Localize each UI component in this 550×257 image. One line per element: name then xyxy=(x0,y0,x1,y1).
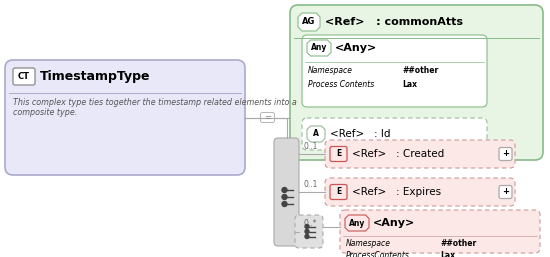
Text: <Any>: <Any> xyxy=(335,43,377,53)
Circle shape xyxy=(305,225,309,228)
Text: ProcessContents: ProcessContents xyxy=(346,251,410,257)
Text: +: + xyxy=(502,188,509,197)
Text: 0..1: 0..1 xyxy=(303,142,317,151)
Text: E: E xyxy=(336,188,341,197)
FancyBboxPatch shape xyxy=(340,210,540,253)
Text: Namespace: Namespace xyxy=(308,66,353,75)
Text: Any: Any xyxy=(311,43,327,52)
FancyBboxPatch shape xyxy=(13,68,35,85)
Text: A: A xyxy=(313,130,319,139)
Text: E: E xyxy=(336,150,341,159)
Polygon shape xyxy=(345,215,369,231)
Text: Lax: Lax xyxy=(402,80,417,89)
FancyBboxPatch shape xyxy=(499,186,512,198)
FancyBboxPatch shape xyxy=(274,138,299,246)
FancyBboxPatch shape xyxy=(302,35,487,107)
Polygon shape xyxy=(307,126,325,142)
FancyBboxPatch shape xyxy=(5,60,245,175)
FancyBboxPatch shape xyxy=(302,118,487,150)
Text: This complex type ties together the timestamp related elements into a
composite : This complex type ties together the time… xyxy=(13,98,297,117)
FancyBboxPatch shape xyxy=(295,215,323,248)
Circle shape xyxy=(282,188,287,192)
FancyBboxPatch shape xyxy=(325,140,515,168)
Text: 0..1: 0..1 xyxy=(303,180,317,189)
FancyBboxPatch shape xyxy=(261,113,274,123)
FancyBboxPatch shape xyxy=(499,148,512,161)
FancyBboxPatch shape xyxy=(290,5,543,160)
Text: <Ref>   : Expires: <Ref> : Expires xyxy=(352,187,441,197)
Text: 0..*: 0..* xyxy=(303,219,316,228)
Text: +: + xyxy=(502,150,509,159)
Circle shape xyxy=(282,201,287,207)
Polygon shape xyxy=(307,40,331,56)
FancyBboxPatch shape xyxy=(325,178,515,206)
Text: Lax: Lax xyxy=(440,251,455,257)
Text: <Ref>   : Created: <Ref> : Created xyxy=(352,149,444,159)
Text: <Any>: <Any> xyxy=(373,218,415,228)
Text: <Ref>   : commonAtts: <Ref> : commonAtts xyxy=(325,17,463,27)
Text: ##other: ##other xyxy=(402,66,438,75)
FancyBboxPatch shape xyxy=(330,146,347,161)
Text: <Ref>   : Id: <Ref> : Id xyxy=(330,129,390,139)
Text: =: = xyxy=(264,113,271,122)
Text: TimestampType: TimestampType xyxy=(40,70,151,83)
Text: ##other: ##other xyxy=(440,239,476,248)
Text: Any: Any xyxy=(349,218,365,227)
Text: CT: CT xyxy=(18,72,30,81)
Polygon shape xyxy=(298,13,320,31)
Circle shape xyxy=(305,230,309,234)
Circle shape xyxy=(282,195,287,199)
Text: Namespace: Namespace xyxy=(346,239,391,248)
Circle shape xyxy=(305,234,309,238)
FancyBboxPatch shape xyxy=(330,185,347,199)
Text: AG: AG xyxy=(302,17,316,26)
Text: Process Contents: Process Contents xyxy=(308,80,374,89)
